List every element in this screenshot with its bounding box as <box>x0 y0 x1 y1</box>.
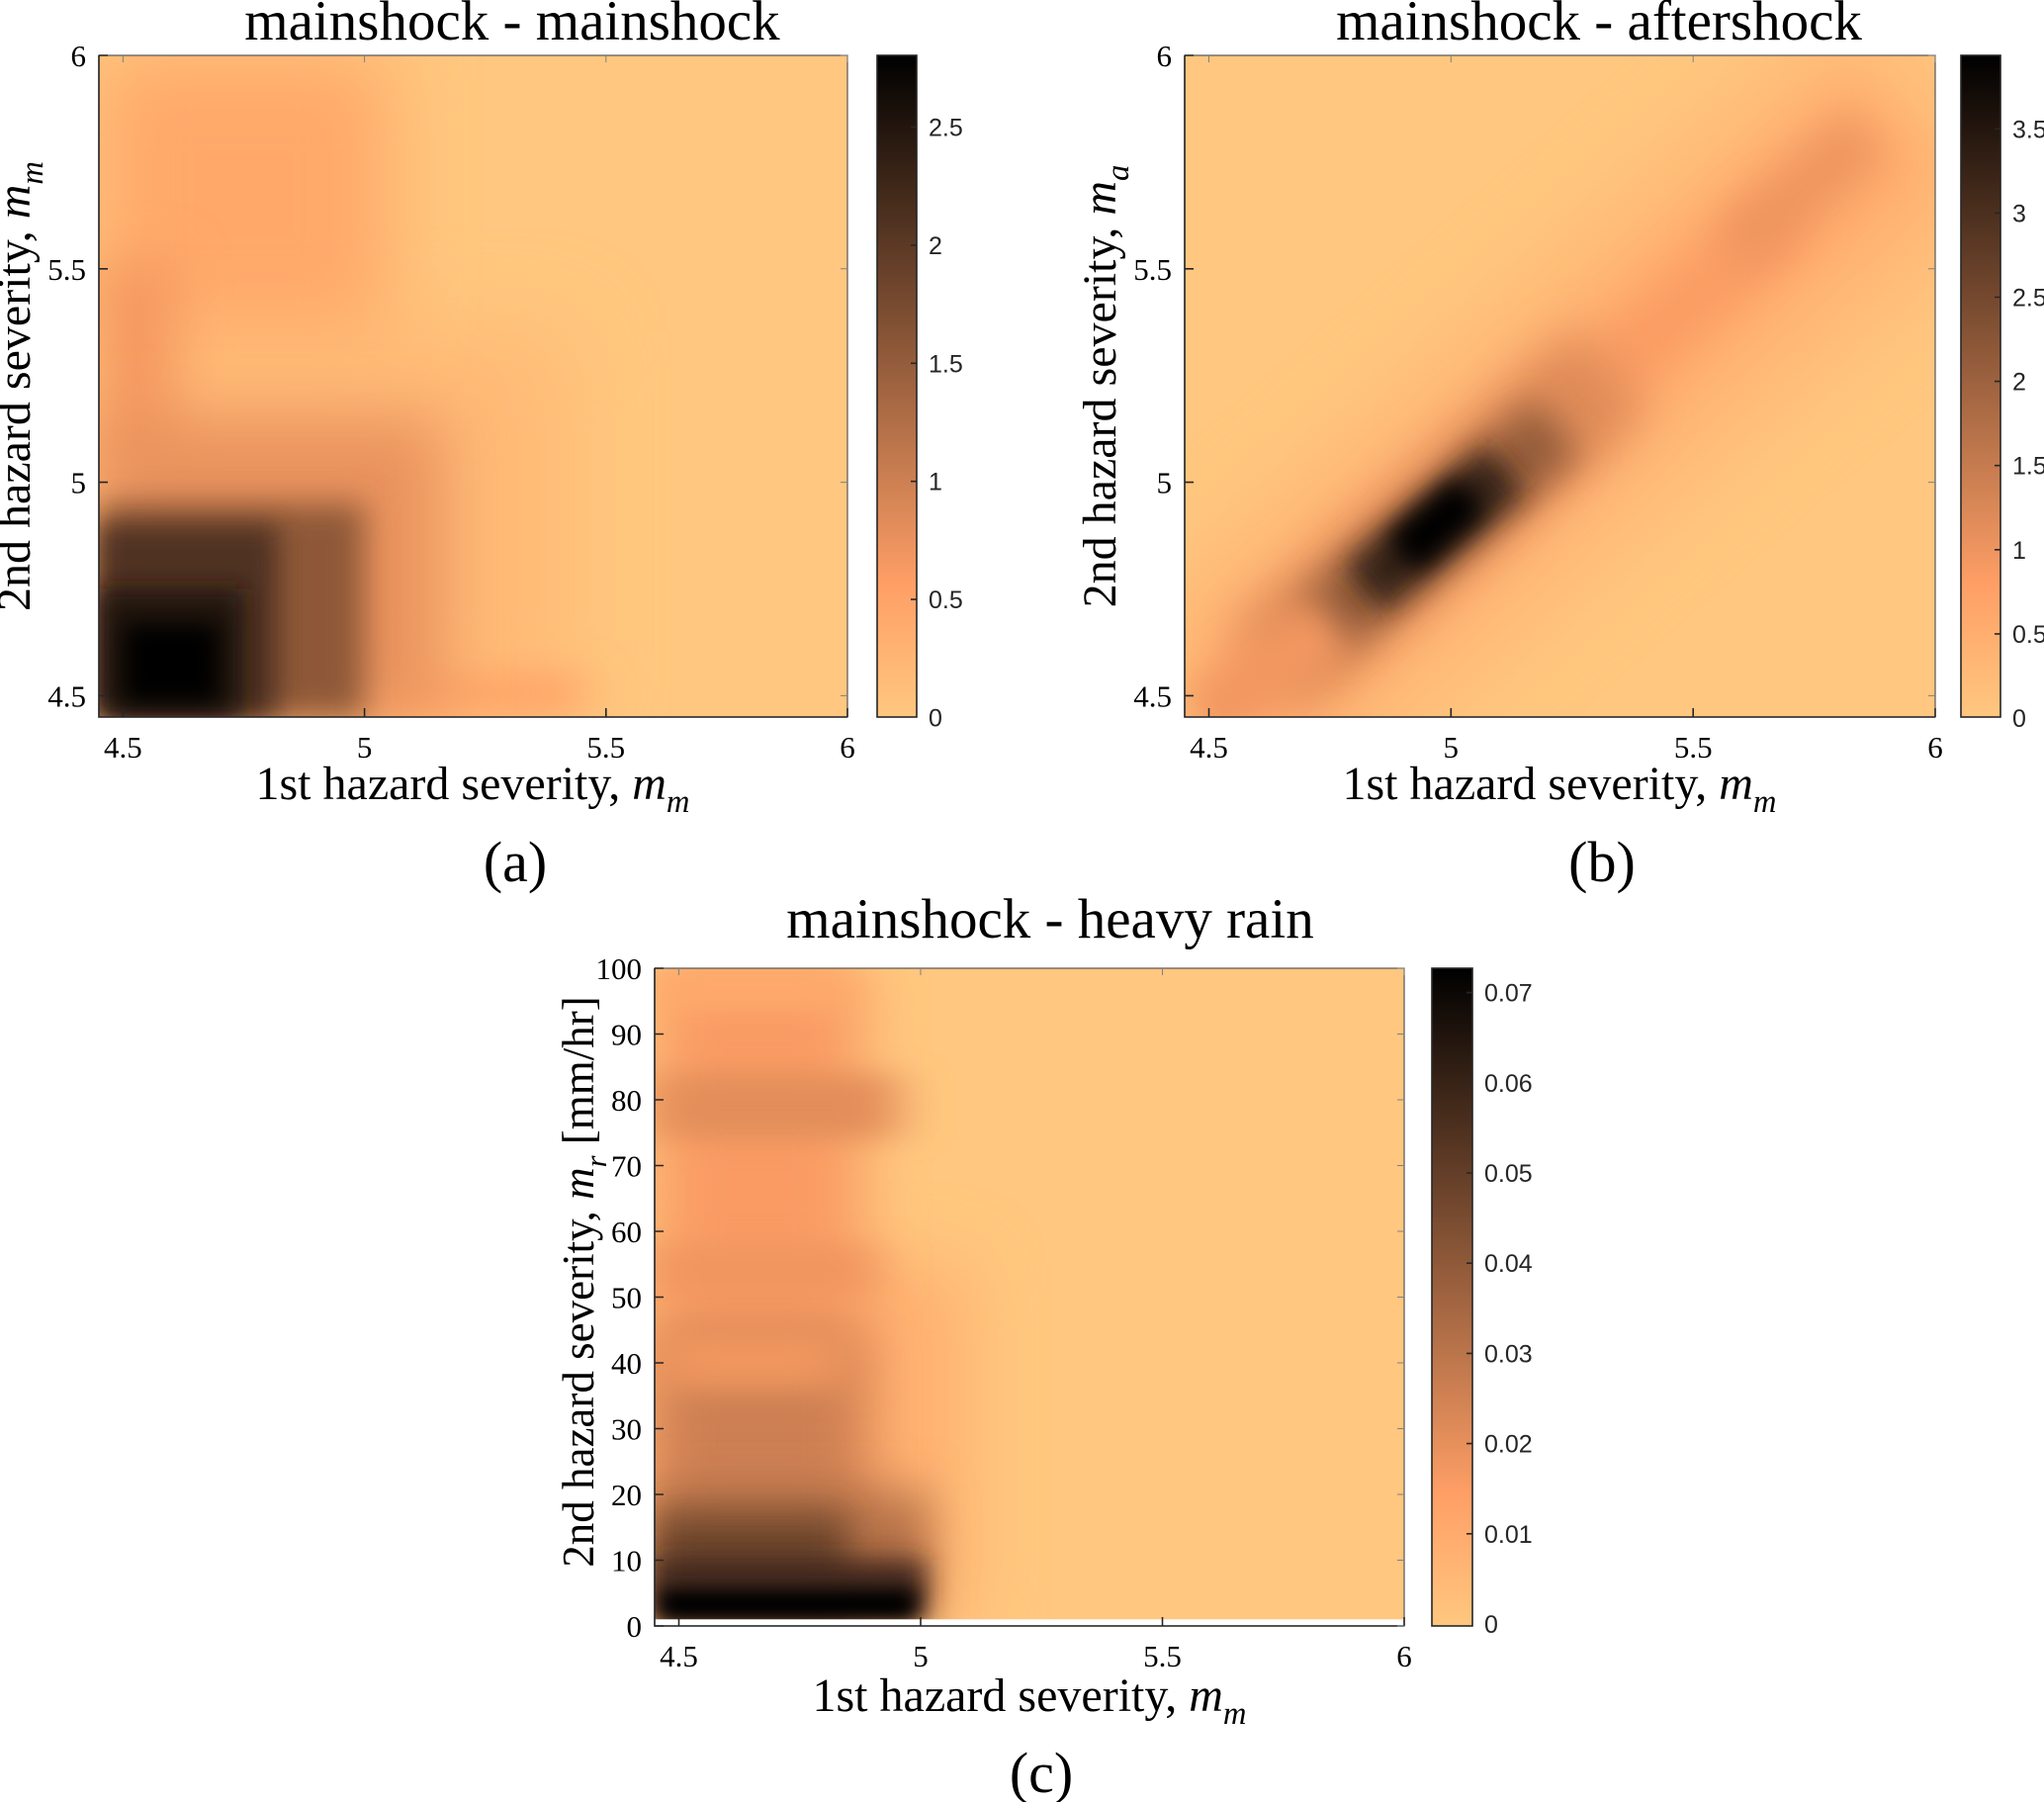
svg-text:5.5: 5.5 <box>47 252 86 287</box>
svg-text:0.5: 0.5 <box>929 586 963 614</box>
svg-text:30: 30 <box>611 1412 642 1447</box>
svg-text:1.5: 1.5 <box>929 350 963 378</box>
svg-text:4.5: 4.5 <box>660 1639 698 1673</box>
svg-text:1st hazard severity, mm: 1st hazard severity, mm <box>1343 758 1777 820</box>
svg-text:5.5: 5.5 <box>1674 730 1713 765</box>
svg-text:(c): (c) <box>1010 1741 1073 1802</box>
svg-text:0.5: 0.5 <box>2012 621 2044 649</box>
svg-text:60: 60 <box>611 1215 642 1249</box>
svg-text:5.5: 5.5 <box>1143 1639 1182 1673</box>
svg-text:0.07: 0.07 <box>1484 980 1533 1008</box>
svg-text:5: 5 <box>71 466 87 500</box>
svg-text:5: 5 <box>357 730 373 765</box>
svg-text:10: 10 <box>611 1544 642 1578</box>
svg-text:70: 70 <box>611 1149 642 1184</box>
svg-text:3.5: 3.5 <box>2012 116 2044 143</box>
svg-text:5: 5 <box>913 1639 929 1673</box>
svg-text:0.06: 0.06 <box>1484 1070 1533 1098</box>
svg-text:(b): (b) <box>1568 830 1636 894</box>
svg-text:0.04: 0.04 <box>1484 1250 1533 1278</box>
svg-text:5: 5 <box>1157 466 1173 500</box>
svg-text:mainshock - heavy rain: mainshock - heavy rain <box>786 888 1313 950</box>
svg-text:1: 1 <box>2012 537 2026 565</box>
svg-text:0.05: 0.05 <box>1484 1160 1533 1188</box>
svg-text:50: 50 <box>611 1281 642 1315</box>
svg-text:6: 6 <box>1396 1639 1412 1673</box>
svg-text:6: 6 <box>71 39 87 73</box>
svg-text:0: 0 <box>929 705 942 733</box>
svg-text:0: 0 <box>2012 705 2026 733</box>
svg-text:2nd hazard severity, mr [mm/hr: 2nd hazard severity, mr [mm/hr] <box>554 996 613 1568</box>
svg-text:0.03: 0.03 <box>1484 1340 1533 1368</box>
svg-text:6: 6 <box>840 730 855 765</box>
svg-text:1: 1 <box>929 469 942 496</box>
svg-text:6: 6 <box>1927 730 1943 765</box>
svg-text:0: 0 <box>1484 1611 1498 1639</box>
svg-text:2: 2 <box>929 232 942 260</box>
svg-text:5: 5 <box>1444 730 1460 765</box>
svg-text:90: 90 <box>611 1018 642 1052</box>
svg-text:2.5: 2.5 <box>929 115 963 142</box>
svg-text:5.5: 5.5 <box>586 730 625 765</box>
svg-text:4.5: 4.5 <box>1133 678 1172 713</box>
svg-text:100: 100 <box>596 951 643 986</box>
svg-text:0: 0 <box>627 1609 643 1644</box>
svg-text:0.02: 0.02 <box>1484 1431 1533 1459</box>
svg-text:80: 80 <box>611 1083 642 1118</box>
svg-text:2.5: 2.5 <box>2012 285 2044 313</box>
svg-text:mainshock - aftershock: mainshock - aftershock <box>1336 0 1862 52</box>
svg-text:0.01: 0.01 <box>1484 1521 1533 1549</box>
svg-text:4.5: 4.5 <box>104 730 142 765</box>
svg-text:40: 40 <box>611 1346 642 1381</box>
svg-text:1.5: 1.5 <box>2012 453 2044 481</box>
svg-text:5.5: 5.5 <box>1133 252 1172 287</box>
svg-text:4.5: 4.5 <box>1190 730 1228 765</box>
svg-text:2: 2 <box>2012 369 2026 397</box>
svg-text:(a): (a) <box>484 830 547 894</box>
svg-text:3: 3 <box>2012 200 2026 227</box>
svg-text:1st hazard severity, mm: 1st hazard severity, mm <box>813 1669 1247 1732</box>
svg-text:6: 6 <box>1157 39 1173 73</box>
svg-text:1st hazard severity, mm: 1st hazard severity, mm <box>256 758 690 820</box>
svg-text:4.5: 4.5 <box>47 678 86 713</box>
svg-text:2nd hazard severity, ma: 2nd hazard severity, ma <box>1074 165 1136 608</box>
svg-text:mainshock - mainshock: mainshock - mainshock <box>244 0 780 52</box>
svg-text:20: 20 <box>611 1478 642 1512</box>
svg-text:2nd hazard severity, mm: 2nd hazard severity, mm <box>0 161 50 611</box>
